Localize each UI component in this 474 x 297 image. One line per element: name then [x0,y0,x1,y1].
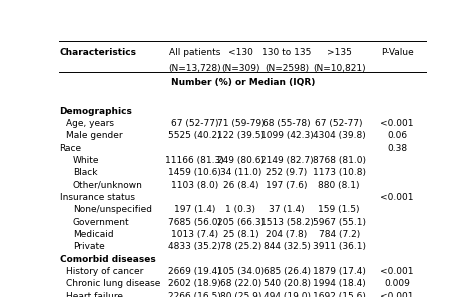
Text: (N=309): (N=309) [221,64,260,73]
Text: White: White [73,156,100,165]
Text: Demographics: Demographics [60,107,133,116]
Text: Medicaid: Medicaid [73,230,113,239]
Text: 159 (1.5): 159 (1.5) [319,205,360,214]
Text: 7685 (56.0): 7685 (56.0) [168,218,221,227]
Text: 67 (52-77): 67 (52-77) [171,119,218,128]
Text: Insurance status: Insurance status [60,193,135,202]
Text: (N=13,728): (N=13,728) [168,64,221,73]
Text: Private: Private [73,242,105,251]
Text: <0.001: <0.001 [381,193,414,202]
Text: 1879 (17.4): 1879 (17.4) [313,267,365,276]
Text: 685 (26.4): 685 (26.4) [264,267,310,276]
Text: 1013 (7.4): 1013 (7.4) [171,230,218,239]
Text: P-Value: P-Value [381,48,414,57]
Text: <130: <130 [228,48,253,57]
Text: 67 (52-77): 67 (52-77) [315,119,363,128]
Text: <0.001: <0.001 [381,292,414,297]
Text: Other/unknown: Other/unknown [73,181,143,189]
Text: 78 (25.2): 78 (25.2) [220,242,261,251]
Text: 494 (19.0): 494 (19.0) [264,292,310,297]
Text: 2669 (19.4): 2669 (19.4) [168,267,221,276]
Text: 1099 (42.3): 1099 (42.3) [261,131,313,140]
Text: >135: >135 [327,48,352,57]
Text: 0.06: 0.06 [387,131,407,140]
Text: <0.001: <0.001 [381,119,414,128]
Text: 26 (8.4): 26 (8.4) [223,181,258,189]
Text: Age, years: Age, years [66,119,114,128]
Text: 197 (7.6): 197 (7.6) [266,181,308,189]
Text: 0.38: 0.38 [387,143,407,153]
Text: 5525 (40.2): 5525 (40.2) [168,131,221,140]
Text: 1513 (58.2): 1513 (58.2) [261,218,313,227]
Text: 105 (34.0): 105 (34.0) [217,267,264,276]
Text: 1173 (10.8): 1173 (10.8) [313,168,365,177]
Text: 2149 (82.7): 2149 (82.7) [261,156,313,165]
Text: 1994 (18.4): 1994 (18.4) [313,279,365,288]
Text: 1459 (10.6): 1459 (10.6) [168,168,221,177]
Text: 68 (22.0): 68 (22.0) [220,279,261,288]
Text: 2266 (16.5): 2266 (16.5) [168,292,221,297]
Text: 880 (8.1): 880 (8.1) [319,181,360,189]
Text: Race: Race [60,143,82,153]
Text: <0.001: <0.001 [381,267,414,276]
Text: 130 to 135: 130 to 135 [262,48,312,57]
Text: History of cancer: History of cancer [66,267,144,276]
Text: 3911 (36.1): 3911 (36.1) [313,242,365,251]
Text: 25 (8.1): 25 (8.1) [222,230,258,239]
Text: (N=2598): (N=2598) [265,64,309,73]
Text: 4833 (35.2): 4833 (35.2) [168,242,221,251]
Text: 204 (7.8): 204 (7.8) [266,230,308,239]
Text: Number (%) or Median (IQR): Number (%) or Median (IQR) [171,78,315,87]
Text: 34 (11.0): 34 (11.0) [219,168,261,177]
Text: Comorbid diseases: Comorbid diseases [60,255,155,264]
Text: Heart failure: Heart failure [66,292,123,297]
Text: 205 (66.3): 205 (66.3) [217,218,264,227]
Text: 0.009: 0.009 [384,279,410,288]
Text: 844 (32.5): 844 (32.5) [264,242,310,251]
Text: 4304 (39.8): 4304 (39.8) [313,131,365,140]
Text: 80 (25.9): 80 (25.9) [219,292,261,297]
Text: 197 (1.4): 197 (1.4) [174,205,215,214]
Text: 252 (9.7): 252 (9.7) [266,168,308,177]
Text: 71 (59-79): 71 (59-79) [217,119,264,128]
Text: 11166 (81.3): 11166 (81.3) [165,156,224,165]
Text: 540 (20.8): 540 (20.8) [264,279,310,288]
Text: 784 (7.2): 784 (7.2) [319,230,360,239]
Text: All patients: All patients [169,48,220,57]
Text: 2602 (18.9): 2602 (18.9) [168,279,221,288]
Text: Government: Government [73,218,129,227]
Text: 68 (55-78): 68 (55-78) [263,119,311,128]
Text: 249 (80.6): 249 (80.6) [217,156,264,165]
Text: None/unspecified: None/unspecified [73,205,152,214]
Text: (N=10,821): (N=10,821) [313,64,365,73]
Text: 1 (0.3): 1 (0.3) [225,205,255,214]
Text: 37 (1.4): 37 (1.4) [269,205,305,214]
Text: 1103 (8.0): 1103 (8.0) [171,181,218,189]
Text: Black: Black [73,168,97,177]
Text: 1692 (15.6): 1692 (15.6) [313,292,365,297]
Text: Male gender: Male gender [66,131,123,140]
Text: 5967 (55.1): 5967 (55.1) [313,218,365,227]
Text: Chronic lung disease: Chronic lung disease [66,279,161,288]
Text: Characteristics: Characteristics [60,48,137,57]
Text: 122 (39.5): 122 (39.5) [217,131,264,140]
Text: 8768 (81.0): 8768 (81.0) [313,156,365,165]
